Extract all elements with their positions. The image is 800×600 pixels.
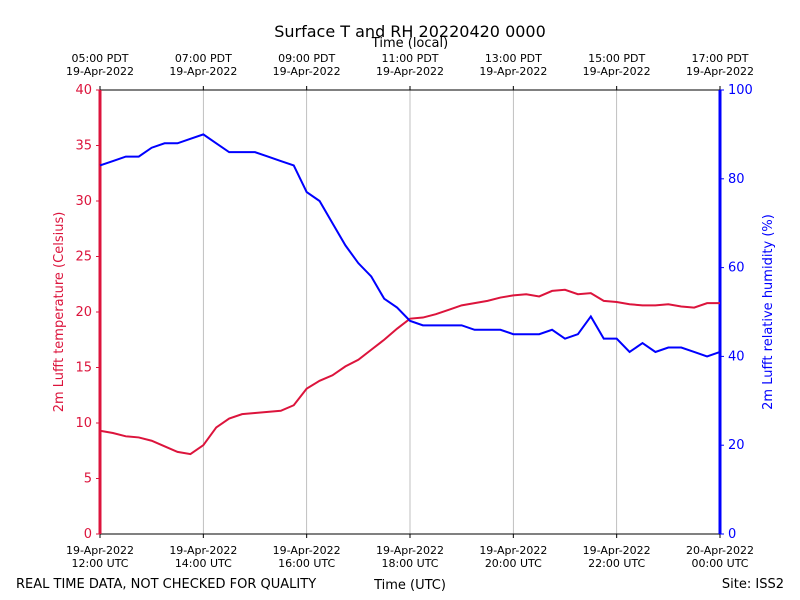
y-tick-label: 0 bbox=[84, 527, 92, 542]
y2-tick-label: 100 bbox=[728, 83, 753, 98]
y2-tick-label: 60 bbox=[728, 261, 745, 276]
x-axis-label: Time (UTC) bbox=[373, 578, 446, 593]
x-tick-label: 19-Apr-2022 20:00 UTC bbox=[479, 544, 547, 570]
x2-axis-label: Time (local) bbox=[371, 36, 448, 51]
y2-tick-label: 80 bbox=[728, 172, 745, 187]
x-tick-label: 19-Apr-2022 12:00 UTC bbox=[66, 544, 134, 570]
footer-note: REAL TIME DATA, NOT CHECKED FOR QUALITY bbox=[16, 577, 316, 592]
x-tick-label: 20-Apr-2022 00:00 UTC bbox=[686, 544, 754, 570]
y-tick-label: 15 bbox=[75, 361, 92, 376]
y2-axis-label: 2m Lufft relative humidity (%) bbox=[761, 214, 776, 410]
y-tick-label: 20 bbox=[75, 305, 92, 320]
y-axis-label: 2m Lufft temperature (Celsius) bbox=[52, 212, 67, 413]
y2-tick-label: 40 bbox=[728, 349, 745, 364]
x2-tick-label: 15:00 PDT 19-Apr-2022 bbox=[583, 52, 651, 78]
series-line bbox=[99, 288, 720, 456]
y-tick-label: 30 bbox=[75, 194, 92, 209]
x2-tick-label: 05:00 PDT 19-Apr-2022 bbox=[66, 52, 134, 78]
y2-tick-label: 0 bbox=[728, 527, 736, 542]
series-line bbox=[99, 133, 721, 358]
x2-tick-label: 11:00 PDT 19-Apr-2022 bbox=[376, 52, 444, 78]
y-tick-label: 40 bbox=[75, 83, 92, 98]
y2-tick-label: 20 bbox=[728, 438, 745, 453]
x-tick-label: 19-Apr-2022 14:00 UTC bbox=[169, 544, 237, 570]
x2-tick-label: 13:00 PDT 19-Apr-2022 bbox=[479, 52, 547, 78]
x2-tick-label: 09:00 PDT 19-Apr-2022 bbox=[273, 52, 341, 78]
x-tick-label: 19-Apr-2022 18:00 UTC bbox=[376, 544, 444, 570]
y-tick-label: 35 bbox=[75, 139, 92, 154]
y-tick-label: 5 bbox=[84, 472, 92, 487]
footer-site: Site: ISS2 bbox=[722, 577, 784, 592]
x2-tick-label: 07:00 PDT 19-Apr-2022 bbox=[169, 52, 237, 78]
chart-title: Surface T and RH 20220420 0000 bbox=[274, 22, 546, 41]
x2-tick-label: 17:00 PDT 19-Apr-2022 bbox=[686, 52, 754, 78]
y-tick-label: 10 bbox=[75, 416, 92, 431]
x-tick-label: 19-Apr-2022 16:00 UTC bbox=[273, 544, 341, 570]
y-tick-label: 25 bbox=[75, 250, 92, 265]
x-tick-label: 19-Apr-2022 22:00 UTC bbox=[583, 544, 651, 570]
